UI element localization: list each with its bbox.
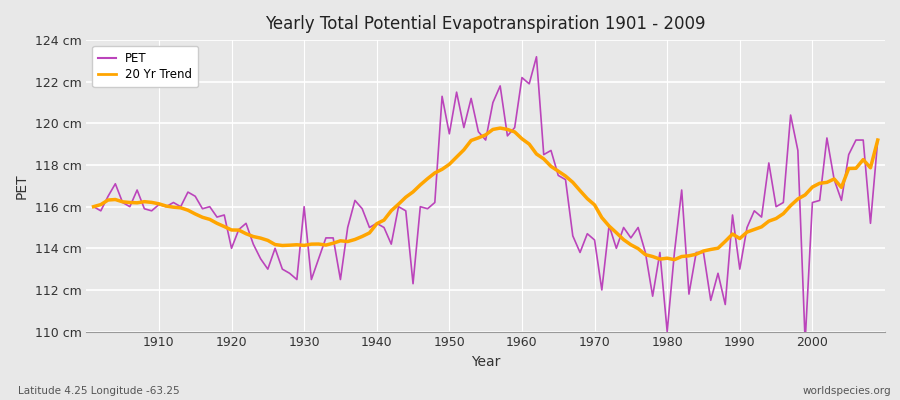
PET: [509, 125, 520, 130]
PET: [306, 277, 317, 282]
Line: PET: PET: [94, 57, 878, 342]
20 Yr Trend: [611, 230, 622, 235]
Text: worldspecies.org: worldspecies.org: [803, 386, 891, 396]
20 Yr Trend: [306, 242, 317, 246]
20 Yr Trend: [495, 126, 506, 130]
PET: [872, 138, 883, 142]
20 Yr Trend: [872, 138, 883, 142]
Title: Yearly Total Potential Evapotranspiration 1901 - 2009: Yearly Total Potential Evapotranspiratio…: [266, 15, 706, 33]
Line: 20 Yr Trend: 20 Yr Trend: [94, 128, 878, 260]
PET: [800, 340, 811, 344]
20 Yr Trend: [517, 136, 527, 141]
20 Yr Trend: [669, 257, 680, 262]
Legend: PET, 20 Yr Trend: PET, 20 Yr Trend: [92, 46, 198, 87]
PET: [146, 208, 157, 213]
20 Yr Trend: [146, 200, 157, 205]
20 Yr Trend: [349, 237, 360, 242]
20 Yr Trend: [524, 142, 535, 146]
PET: [88, 204, 99, 209]
Text: Latitude 4.25 Longitude -63.25: Latitude 4.25 Longitude -63.25: [18, 386, 180, 396]
Y-axis label: PET: PET: [15, 173, 29, 199]
PET: [349, 198, 360, 203]
X-axis label: Year: Year: [471, 355, 500, 369]
PET: [611, 246, 622, 251]
PET: [531, 54, 542, 59]
20 Yr Trend: [88, 204, 99, 209]
PET: [517, 75, 527, 80]
